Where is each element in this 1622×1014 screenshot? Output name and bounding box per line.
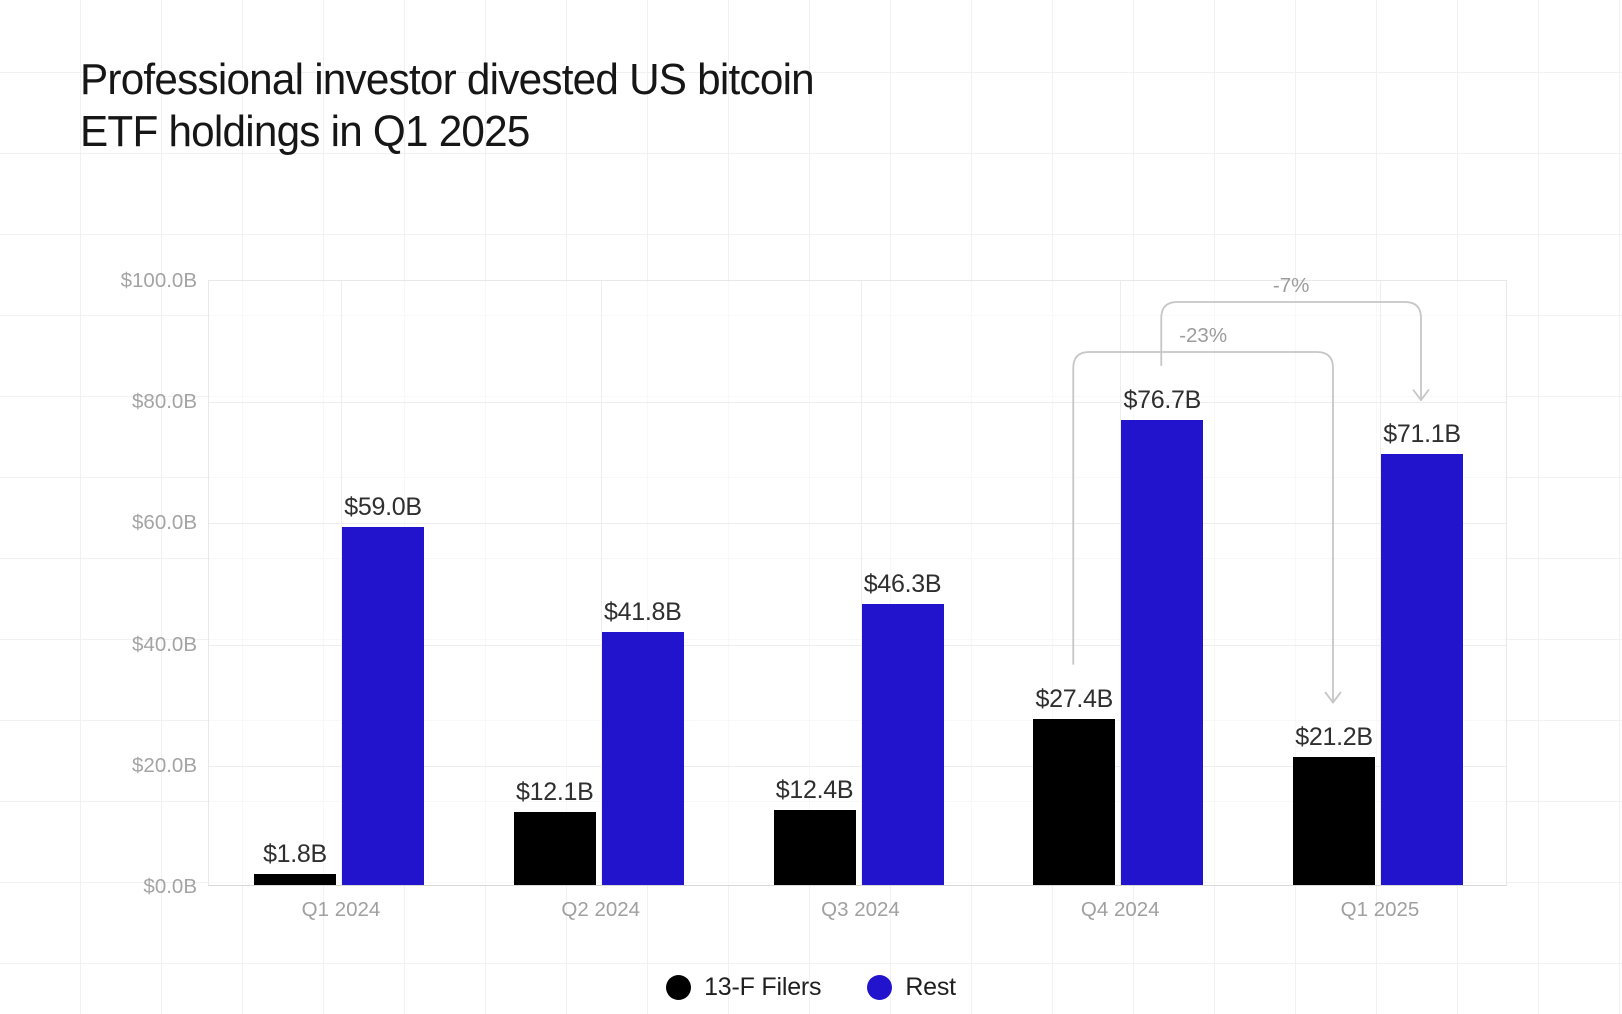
plot-area: $0.0B $20.0B $40.0B $60.0B $80.0B $100.0B Q1 2… — [121, 269, 1507, 921]
value-label-13-f-filers-q1-2024: $1.8B — [263, 840, 327, 869]
y-axis-tick-20: $20.0B — [132, 753, 197, 777]
x-axis-tick-q3-2024: Q3 2024 — [821, 898, 900, 921]
bar-rest-q1-2024 — [342, 527, 424, 885]
legend-dot-icon — [867, 974, 893, 1000]
x-axis-tick-q4-2024: Q4 2024 — [1080, 898, 1160, 921]
bar-rest-q1-2025 — [1381, 454, 1463, 885]
legend-label: Rest — [905, 972, 956, 1001]
chart-title: Professional investor divested US bitcoi… — [80, 55, 815, 156]
chart-legend: 13-F Filers Rest — [0, 961, 1622, 1013]
x-axis-tick-q1-2024: Q1 2024 — [301, 898, 381, 921]
bar-rest-q3-2024 — [861, 604, 944, 885]
y-axis-tick-40: $40.0B — [132, 632, 197, 656]
value-label-13-f-filers-q1-2025: $21.2B — [1295, 722, 1373, 751]
category-gridline-q2-2024 — [600, 281, 602, 885]
gridline-40 — [209, 644, 1506, 646]
bar-rest-q2-2024 — [601, 631, 684, 885]
category-gridline-q1-2024 — [341, 281, 342, 885]
bar-13-f-filers-q3-2024 — [773, 809, 856, 885]
value-label-13-f-filers-q3-2024: $12.4B — [775, 775, 854, 804]
value-label-rest-q1-2025: $71.1B — [1383, 420, 1461, 449]
category-gridline-q1-2025 — [1380, 281, 1381, 885]
bar-13-f-filers-q2-2024 — [513, 811, 596, 885]
x-axis-tick-q1-2025: Q1 2025 — [1340, 898, 1420, 921]
y-axis-tick-60: $60.0B — [132, 511, 197, 535]
category-gridline-q3-2024 — [860, 281, 862, 885]
gridline-20 — [209, 765, 1506, 767]
legend-dot-icon — [666, 974, 692, 1000]
value-label-13-f-filers-q2-2024: $12.1B — [516, 777, 594, 806]
value-label-rest-q1-2024: $59.0B — [344, 493, 422, 522]
y-axis-tick-80: $80.0B — [132, 390, 197, 414]
gridline-80 — [209, 402, 1506, 404]
bar-rest-q4-2024 — [1121, 420, 1204, 885]
bar-13-f-filers-q1-2024 — [254, 874, 336, 885]
bar-13-f-filers-q4-2024 — [1033, 718, 1116, 885]
y-axis-tick-0: $0.0B — [143, 875, 197, 898]
x-axis-tick-q2-2024: Q2 2024 — [561, 898, 641, 921]
legend-item-rest: Rest — [867, 973, 956, 1002]
value-label-rest-q4-2024: $76.7B — [1123, 386, 1202, 415]
gridline-60 — [209, 523, 1506, 525]
legend-label: 13-F Filers — [704, 972, 822, 1001]
legend-item-13-f-filers: 13-F Filers — [666, 972, 822, 1002]
value-label-rest-q2-2024: $41.8B — [604, 597, 682, 626]
y-axis-tick-100: $100.0B — [120, 269, 197, 292]
bar-13-f-filers-q1-2025 — [1293, 756, 1375, 885]
value-label-rest-q3-2024: $46.3B — [863, 570, 942, 599]
